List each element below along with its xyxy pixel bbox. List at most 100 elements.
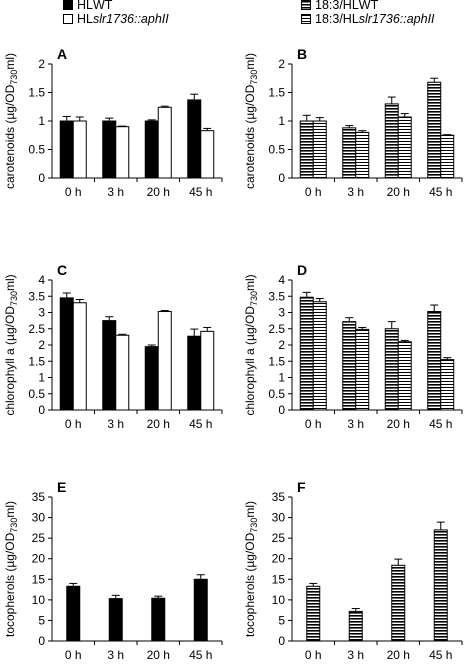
chart-panel-d: D 0 0.5 1 1.5 2 2.5 3 3.5 4 chlorophyll a (µg/OD73…: [243, 262, 463, 431]
y-tick-label: 3.5: [268, 289, 285, 303]
bar: [355, 328, 370, 411]
bar: [72, 302, 87, 411]
y-tick-label: 5: [38, 613, 45, 627]
x-tick-label: 3 h: [107, 417, 124, 431]
x-tick-label: 3 h: [347, 185, 364, 199]
x-tick-label: 45 h: [429, 417, 452, 431]
x-tick-label: 20 h: [387, 417, 410, 431]
y-tick-label: 15: [32, 572, 46, 586]
legend-label: slr1736::aphII: [92, 12, 169, 26]
legend-prefix: 18:3/HL: [315, 12, 359, 26]
y-tick-label: 10: [272, 593, 286, 607]
y-tick-label: 5: [278, 613, 285, 627]
bar: [397, 341, 412, 411]
y-tick-label: 1: [38, 114, 45, 128]
chart-panel-e: E 0 5 10 15 20 25 30 35 tocopherols (µg/OD730ml) 0…: [3, 479, 223, 662]
panel-letter: C: [57, 262, 67, 278]
y-axis-label: tocopherols (µg/OD730ml): [3, 501, 19, 637]
y-tick-label: 2: [38, 338, 45, 352]
legend-swatch-solid: [63, 0, 73, 10]
x-tick-label: 0 h: [65, 185, 82, 199]
bar: [427, 81, 442, 179]
y-tick-label: 0: [278, 634, 285, 648]
x-tick-label: 45 h: [189, 417, 212, 431]
bar: [355, 131, 370, 179]
x-tick-label: 45 h: [189, 185, 212, 199]
bar: [193, 578, 208, 642]
bar: [384, 328, 399, 411]
y-tick-label: 2: [38, 57, 45, 71]
legend-prefix: HL: [77, 0, 93, 12]
bar: [144, 120, 159, 179]
bar: [72, 120, 87, 179]
y-tick-label: 1.5: [268, 354, 285, 368]
bar: [115, 334, 130, 411]
y-tick-label: 25: [32, 531, 46, 545]
x-tick-label: 0 h: [65, 417, 82, 431]
y-tick-label: 0: [278, 171, 285, 185]
y-tick-label: 30: [272, 511, 286, 525]
y-tick-label: 20: [32, 552, 46, 566]
y-tick-label: 1.5: [28, 354, 45, 368]
y-tick-label: 0: [38, 634, 45, 648]
legend-left-1: HL WT: [63, 0, 112, 12]
x-tick-label: 20 h: [387, 648, 410, 662]
bar: [306, 585, 321, 642]
panel-letter: A: [57, 46, 67, 62]
legend-label: slr1736::aphII: [358, 12, 435, 26]
y-axis-label: chlorophyll a (µg/OD730ml): [243, 274, 259, 415]
y-tick-label: 4: [278, 273, 285, 287]
y-tick-label: 25: [272, 531, 286, 545]
bar: [59, 120, 74, 179]
y-axis-label: chlorophyll a (µg/OD730ml): [3, 274, 19, 415]
x-tick-label: 20 h: [147, 648, 170, 662]
legend-swatch-open: [63, 14, 73, 24]
y-tick-label: 20: [272, 552, 286, 566]
bar: [200, 330, 215, 411]
y-tick-label: 1: [38, 371, 45, 385]
y-tick-label: 0: [38, 171, 45, 185]
bar: [440, 359, 455, 411]
y-axis-label: carotenoids (µg/OD730ml): [243, 53, 259, 189]
bar: [312, 120, 327, 179]
bar: [299, 296, 314, 411]
legend-label: WT: [92, 0, 113, 12]
bar: [348, 610, 363, 642]
x-tick-label: 20 h: [387, 185, 410, 199]
chart-panel-c: C 0 0.5 1 1.5 2 2.5 3 3.5 4 chlorophyll a (µg/OD73…: [3, 262, 223, 431]
panel-letter: B: [297, 46, 307, 62]
bar: [102, 320, 117, 411]
bar: [299, 120, 314, 179]
legend-prefix: HL: [77, 12, 93, 26]
y-tick-label: 10: [32, 593, 46, 607]
x-tick-label: 45 h: [429, 648, 452, 662]
bar: [157, 106, 172, 179]
y-tick-label: 0.5: [28, 387, 45, 401]
bar: [391, 564, 406, 642]
legend-swatch-striped-dark: [301, 0, 311, 10]
y-tick-label: 0.5: [268, 387, 285, 401]
panel-letter: E: [57, 479, 66, 495]
x-tick-label: 0 h: [65, 648, 82, 662]
legend-swatch-striped-light: [301, 14, 311, 24]
bar: [187, 335, 202, 411]
chart-panel-b: B 0 0.5 1 1.5 2 carotenoids (µg/OD730ml) 0 h 3 h…: [243, 46, 463, 199]
bar: [187, 99, 202, 179]
bar: [108, 598, 123, 642]
legend-prefix: 18:3/HL: [315, 0, 359, 12]
y-tick-label: 1.5: [268, 86, 285, 100]
bar: [66, 585, 81, 642]
legend-left-2: HL slr1736::aphII: [63, 12, 169, 26]
y-axis-label: tocopherols (µg/OD730ml): [243, 501, 259, 637]
bar: [157, 311, 172, 411]
y-tick-label: 3.5: [28, 289, 45, 303]
bar: [384, 103, 399, 179]
x-tick-label: 3 h: [107, 185, 124, 199]
y-tick-label: 2.5: [28, 322, 45, 336]
panel-letter: D: [297, 262, 307, 278]
x-tick-label: 0 h: [305, 185, 322, 199]
legend-right-1: 18:3/HL WT: [301, 0, 378, 12]
legend-right-2: 18:3/HL slr1736::aphII: [301, 12, 435, 26]
bar: [342, 127, 357, 179]
